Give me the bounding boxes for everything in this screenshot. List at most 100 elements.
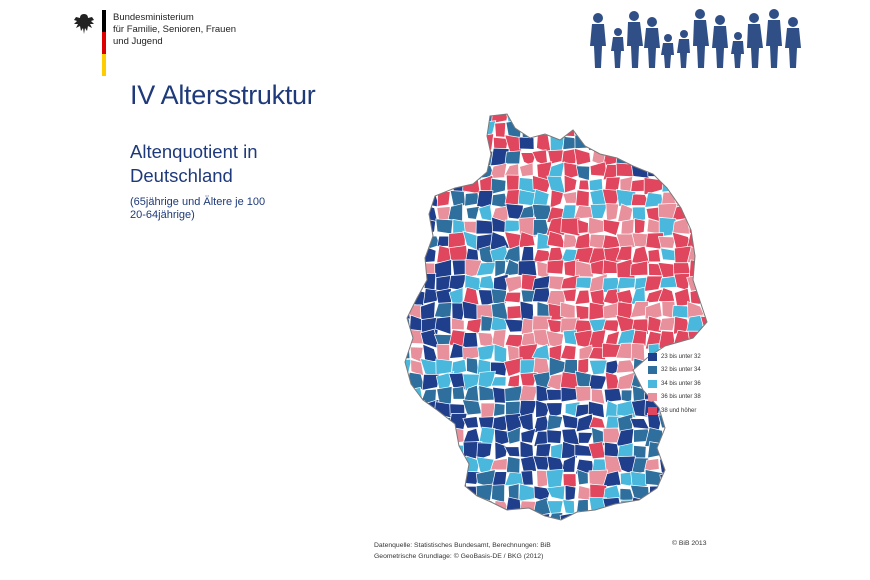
district-cell	[461, 124, 482, 136]
district-cell	[688, 471, 706, 487]
district-cell	[490, 376, 507, 387]
district-cell	[503, 291, 522, 304]
district-cell	[560, 344, 577, 361]
district-cell	[409, 511, 426, 520]
district-cell	[575, 276, 592, 289]
district-cell	[702, 151, 707, 168]
district-cell	[559, 114, 576, 120]
district-cell	[657, 287, 676, 305]
district-cell	[575, 165, 590, 182]
district-cell	[409, 261, 425, 279]
district-cell	[662, 514, 678, 520]
district-cell	[420, 136, 438, 152]
district-cell	[689, 204, 703, 221]
district-cell	[536, 469, 550, 488]
district-cell	[462, 332, 479, 349]
district-cell	[405, 119, 411, 137]
district-cell	[408, 189, 425, 207]
district-cell	[672, 429, 691, 447]
district-cell	[451, 317, 465, 331]
district-cell	[589, 203, 609, 219]
district-cell	[478, 513, 495, 520]
district-cell	[631, 114, 648, 123]
district-cell	[647, 165, 665, 177]
district-cell	[419, 149, 439, 164]
district-cell	[561, 147, 578, 166]
district-cell	[519, 300, 535, 321]
district-cell	[575, 189, 590, 208]
district-cell	[405, 328, 411, 349]
district-cell	[673, 496, 690, 516]
district-cell	[701, 204, 707, 223]
district-cell	[644, 301, 663, 321]
district-cell	[490, 178, 507, 195]
district-cell	[687, 511, 705, 520]
district-cell	[462, 148, 482, 164]
district-cell	[476, 442, 493, 461]
district-cell	[645, 511, 663, 520]
district-cell	[406, 234, 425, 248]
district-cell	[406, 205, 425, 222]
district-cell	[405, 514, 410, 520]
district-cell	[532, 121, 549, 135]
district-cell	[674, 114, 693, 125]
district-cell	[700, 190, 707, 209]
district-cell	[505, 496, 522, 516]
district-cell	[405, 399, 409, 416]
district-cell	[517, 514, 539, 520]
legend-item: 32 bis unter 34	[648, 364, 738, 377]
district-cell	[520, 470, 534, 486]
district-cell	[661, 174, 679, 193]
district-cell	[421, 120, 438, 137]
district-cell	[504, 275, 523, 293]
district-cell	[577, 431, 594, 444]
district-cell	[689, 497, 703, 516]
district-cell	[546, 259, 565, 275]
district-cell	[604, 512, 623, 520]
district-cell	[433, 430, 450, 446]
district-cell	[421, 483, 440, 500]
district-cell	[405, 205, 413, 223]
district-cell	[688, 114, 705, 124]
district-cell	[477, 497, 493, 516]
district-cell	[478, 275, 496, 290]
district-cell	[504, 471, 525, 486]
district-cell	[504, 413, 522, 433]
district-cell	[660, 497, 675, 516]
district-cell	[615, 359, 637, 374]
district-cell	[405, 220, 412, 234]
district-cell	[701, 497, 707, 516]
district-cell	[491, 114, 510, 124]
district-cell	[630, 342, 646, 362]
district-cell	[405, 147, 408, 165]
district-cell	[531, 114, 550, 126]
district-cell	[461, 511, 480, 520]
district-cell	[422, 217, 436, 238]
district-cell	[465, 317, 483, 335]
district-cell	[405, 441, 412, 462]
district-cell	[674, 148, 692, 167]
district-cell	[576, 498, 589, 517]
district-cell	[563, 174, 578, 194]
district-cell	[535, 443, 552, 458]
district-cell	[405, 496, 412, 513]
district-cell	[461, 399, 483, 416]
district-cell	[466, 357, 479, 375]
district-cell	[434, 114, 452, 123]
district-cell	[480, 315, 495, 332]
district-cell	[405, 458, 411, 474]
district-cell	[663, 134, 675, 152]
district-cell	[407, 456, 425, 476]
district-cell	[410, 176, 426, 195]
district-cell	[406, 217, 425, 235]
legend-item: 36 bis unter 38	[648, 391, 738, 404]
district-cell	[405, 258, 410, 279]
district-cell	[700, 512, 707, 520]
germany-outline	[404, 113, 708, 521]
district-cell	[659, 275, 678, 289]
district-cell	[476, 133, 495, 151]
district-cell	[532, 329, 551, 348]
district-cell	[406, 273, 424, 292]
district-cell	[490, 515, 508, 520]
district-cell	[421, 455, 440, 476]
